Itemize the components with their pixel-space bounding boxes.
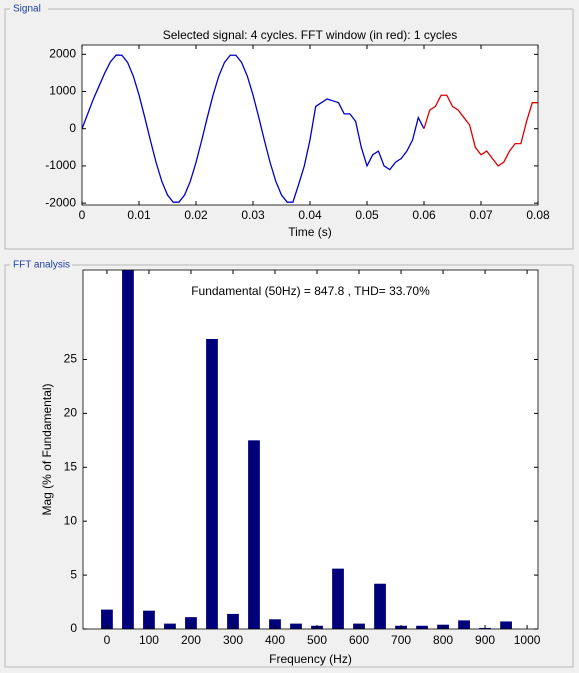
plot-area	[82, 45, 538, 205]
y-tick-label: 5	[70, 567, 77, 581]
plot-area	[83, 270, 538, 629]
x-tick-label: 0.08	[526, 208, 550, 222]
x-tick-label: 200	[181, 633, 201, 647]
signal-line	[82, 54, 425, 203]
x-tick-label: 1000	[514, 633, 541, 647]
bar	[269, 619, 281, 629]
x-tick-label: 500	[307, 633, 327, 647]
x-tick-label: 400	[265, 633, 285, 647]
chart-title: Selected signal: 4 cycles. FFT window (i…	[163, 28, 458, 42]
bar	[290, 623, 302, 629]
x-tick-label: 0.02	[184, 208, 208, 222]
bar	[185, 617, 197, 629]
fft-panel	[4, 264, 574, 668]
x-tick-label: 900	[475, 633, 495, 647]
y-tick-label: 0	[69, 121, 76, 135]
panel-title: FFT analysis	[13, 260, 70, 271]
bar	[206, 338, 218, 629]
bar	[164, 623, 176, 629]
x-tick-label: 0.04	[298, 208, 322, 222]
bar	[374, 583, 386, 629]
x-axis-label: Frequency (Hz)	[269, 652, 352, 666]
bar	[143, 610, 155, 629]
bar	[458, 620, 470, 629]
x-tick-label: 0.07	[469, 208, 493, 222]
chart-title: Fundamental (50Hz) = 847.8 , THD= 33.70%	[191, 284, 430, 298]
panel-title-bg	[10, 3, 48, 15]
y-tick-label: 1000	[49, 84, 76, 98]
bar	[227, 613, 239, 629]
x-tick-label: 0.01	[127, 208, 151, 222]
signal-panel	[4, 8, 574, 250]
x-tick-label: 100	[139, 633, 159, 647]
y-tick-label: 15	[64, 459, 78, 473]
signal-line	[423, 94, 538, 167]
y-axis-label: Mag (% of Fundamental)	[40, 383, 54, 515]
bar	[101, 609, 113, 629]
x-tick-label: 700	[391, 633, 411, 647]
x-tick-label: 0.05	[355, 208, 379, 222]
x-tick-label: 600	[349, 633, 369, 647]
x-tick-label: 0	[79, 208, 86, 222]
bar	[122, 270, 134, 629]
x-tick-label: 0	[104, 633, 111, 647]
bar	[500, 621, 512, 629]
y-tick-label: -1000	[45, 158, 76, 172]
y-tick-label: 0	[70, 621, 77, 635]
y-tick-label: 25	[64, 352, 78, 366]
bar	[416, 625, 428, 629]
y-tick-label: 10	[64, 513, 78, 527]
bar	[332, 568, 344, 629]
x-axis-label: Time (s)	[288, 225, 332, 239]
x-tick-label: 0.06	[412, 208, 436, 222]
panel-title-bg	[10, 259, 72, 271]
plot-content	[82, 54, 538, 203]
bar	[248, 440, 260, 629]
panel-title: Signal	[13, 4, 41, 15]
y-tick-label: 2000	[49, 46, 76, 60]
axes-box	[82, 269, 539, 630]
x-tick-label: 0.03	[241, 208, 265, 222]
y-tick-label: 20	[64, 406, 78, 420]
y-tick-label: -2000	[45, 195, 76, 209]
x-tick-label: 800	[433, 633, 453, 647]
x-tick-label: 300	[223, 633, 243, 647]
